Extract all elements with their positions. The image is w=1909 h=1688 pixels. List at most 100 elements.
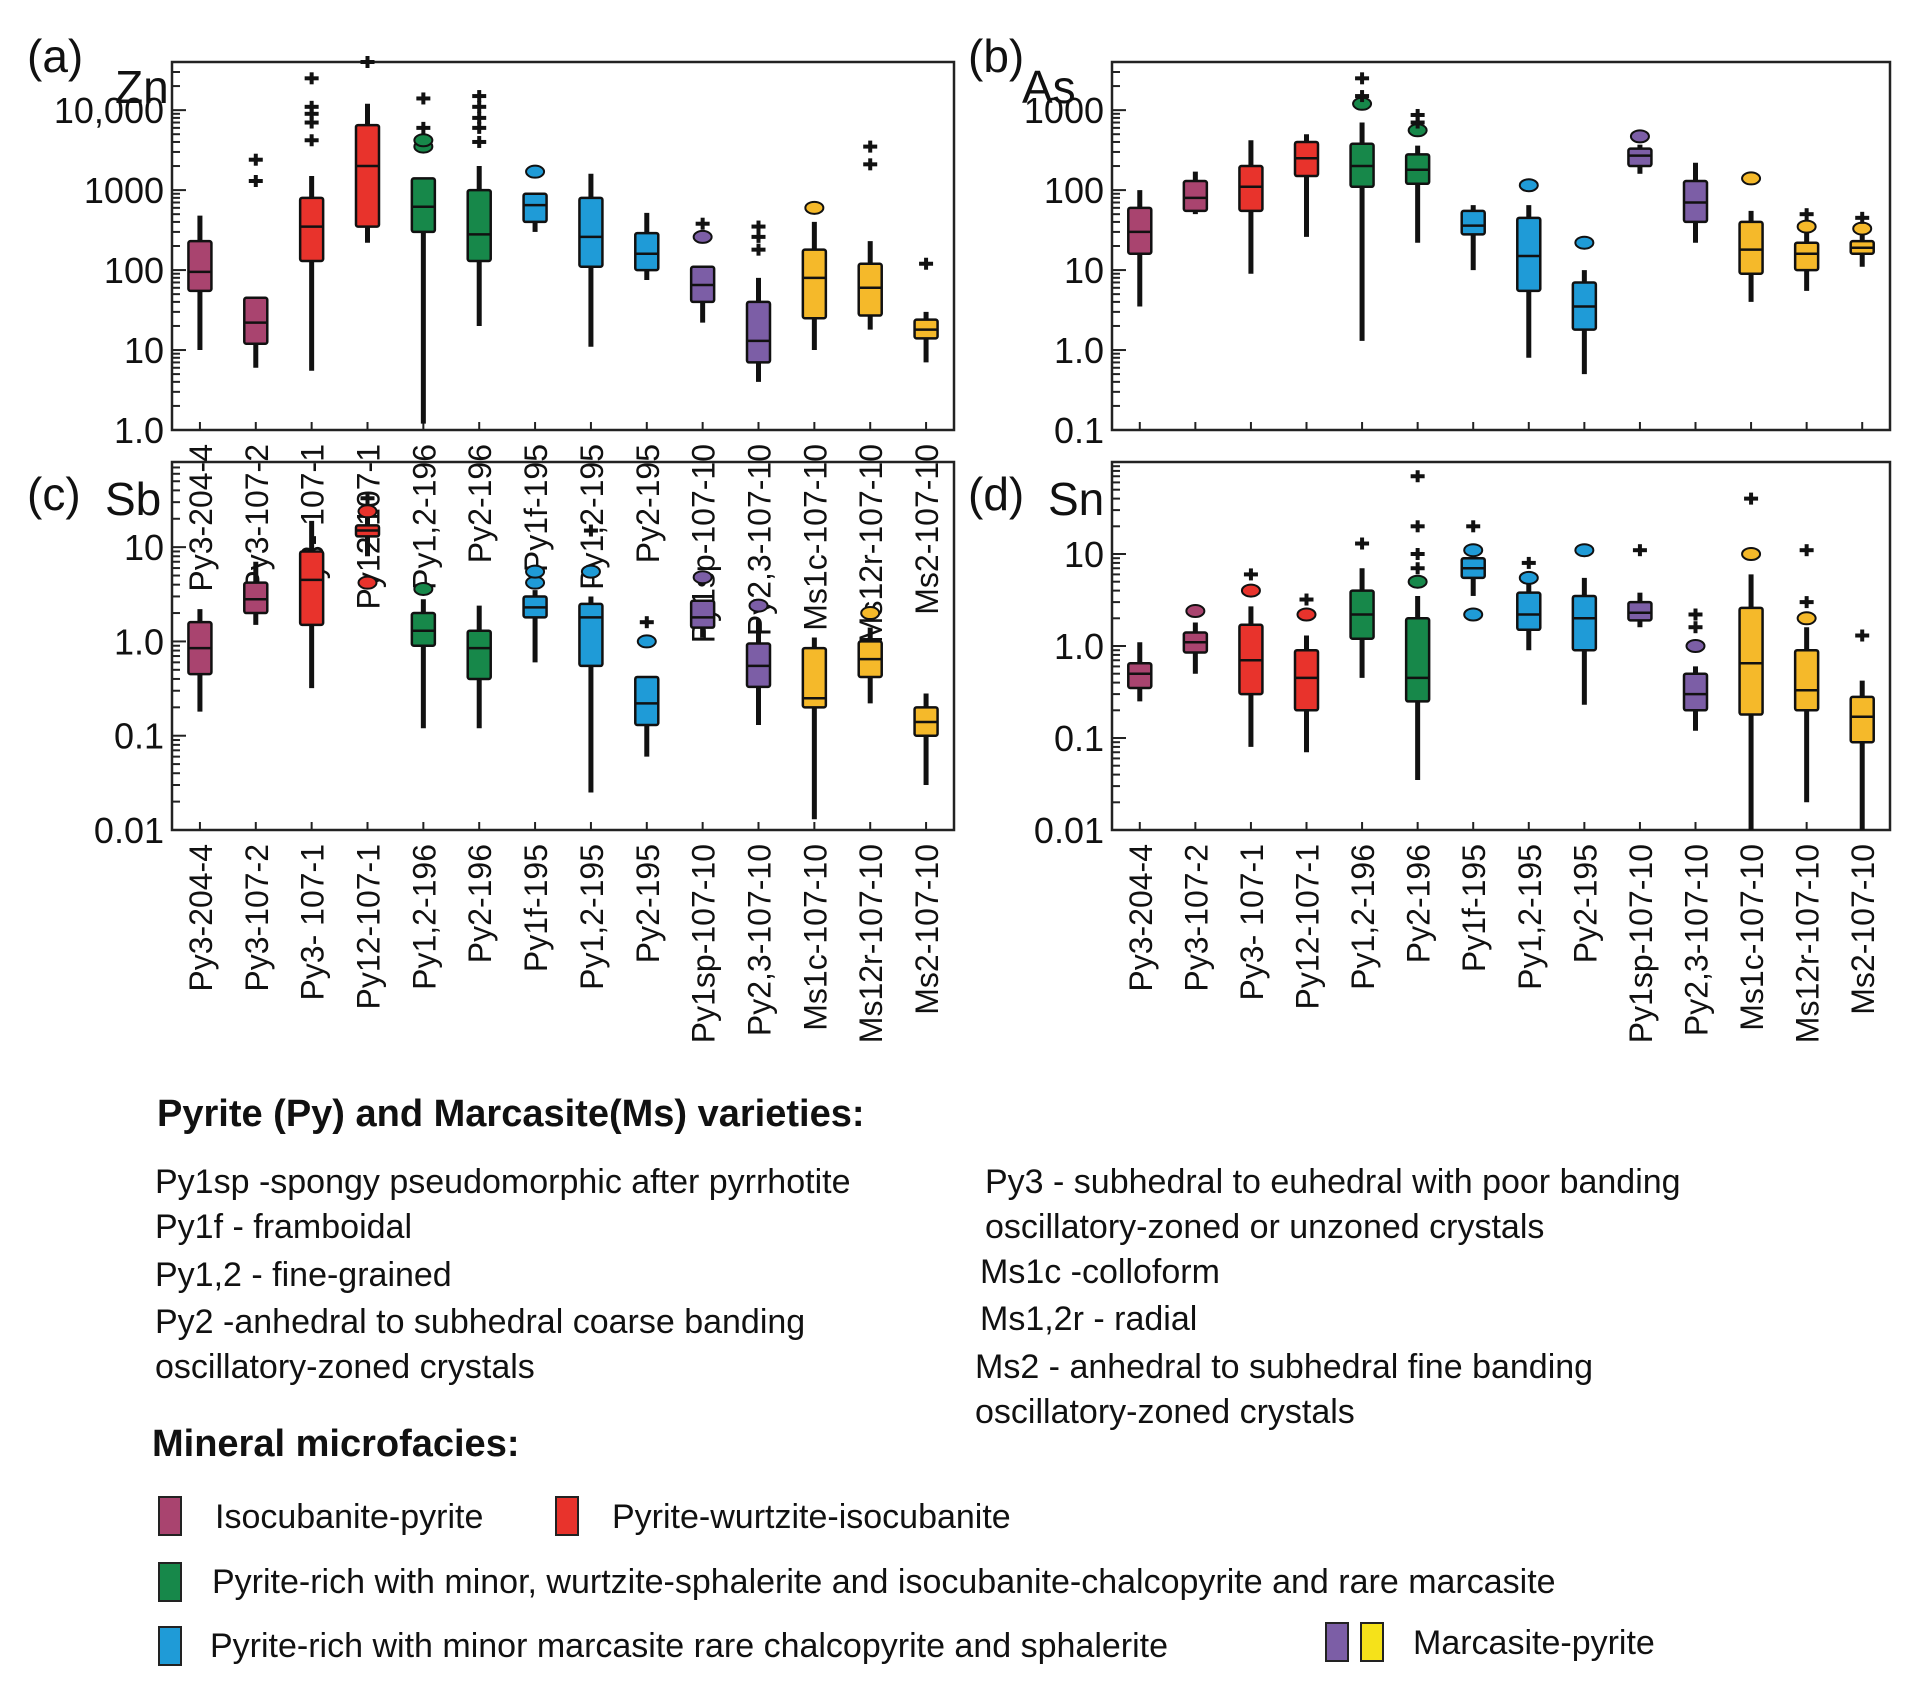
outlier-circle bbox=[1463, 543, 1484, 558]
outlier-plus bbox=[695, 217, 710, 230]
outlier-plus bbox=[248, 174, 263, 187]
variety-line: Py2 -anhedral to subhedral coarse bandin… bbox=[155, 1303, 806, 1341]
category-label: Ms2-107-10 bbox=[909, 444, 945, 615]
box-Py12-107-1 bbox=[354, 56, 381, 243]
element-label: As bbox=[1022, 61, 1076, 113]
element-label: Sn bbox=[1048, 473, 1104, 525]
outlier-plus bbox=[1688, 621, 1703, 634]
box-Py1,2-196 bbox=[1349, 72, 1375, 341]
iqr-box bbox=[298, 550, 325, 627]
outlier-circle bbox=[1741, 171, 1762, 186]
iqr-box bbox=[1627, 600, 1653, 622]
box-Py1,2-196 bbox=[410, 581, 437, 729]
category-label: Py1,2-196 bbox=[406, 844, 442, 990]
y-tick-label: 1.0 bbox=[1054, 330, 1104, 371]
outlier-plus bbox=[1744, 492, 1759, 505]
box-Py3- 107-1 bbox=[1238, 568, 1264, 747]
variety-line: Ms1,2r - radial bbox=[980, 1300, 1198, 1338]
panel-d: 0.01 0.1 1.0 10 (d) Sn Py3-204-4 Py3-107-2 Py3- … bbox=[968, 460, 1892, 1043]
box-Ms12r-107-10 bbox=[857, 606, 883, 704]
iqr-box bbox=[1793, 648, 1820, 712]
iqr-box bbox=[1738, 606, 1764, 716]
outlier-plus bbox=[639, 616, 654, 629]
outlier-plus bbox=[304, 72, 319, 85]
iqr-box bbox=[1460, 209, 1486, 236]
box-Ms2-107-10 bbox=[1849, 629, 1875, 830]
iqr-box bbox=[298, 196, 325, 263]
box-Ms12r-107-10 bbox=[1793, 208, 1820, 291]
box-Py2-195 bbox=[1571, 543, 1598, 705]
box-Py1,2-195 bbox=[1516, 178, 1542, 358]
plot-frame bbox=[170, 60, 956, 432]
category-label: Py3-107-2 bbox=[1178, 844, 1214, 992]
category-label: Py2-195 bbox=[630, 444, 666, 563]
box-Py3-107-2 bbox=[1182, 604, 1209, 674]
box-Py2,3-107-10 bbox=[1682, 162, 1709, 243]
outlier-plus bbox=[751, 230, 766, 243]
microfacies-label-isocubanite: Isocubanite-pyrite bbox=[215, 1498, 484, 1536]
outlier-circle bbox=[1574, 543, 1595, 558]
outlier-plus bbox=[304, 134, 319, 147]
outlier-plus bbox=[416, 92, 431, 105]
iqr-box bbox=[634, 231, 660, 272]
box-Ms2-107-10 bbox=[913, 257, 939, 363]
iqr-box bbox=[1127, 661, 1153, 690]
box-Py3-107-2 bbox=[1182, 171, 1209, 215]
box-Ms1c-107-10 bbox=[1738, 492, 1764, 830]
iqr-box bbox=[1682, 672, 1709, 712]
microfacies-label-pyrite-rich-green: Pyrite-rich with minor, wurtzite-sphaler… bbox=[212, 1563, 1556, 1601]
iqr-box bbox=[689, 599, 716, 629]
outlier-plus bbox=[1410, 108, 1425, 121]
category-label: Py1,2-195 bbox=[1512, 844, 1548, 990]
iqr-box bbox=[1571, 594, 1598, 652]
box-Py1,2-196 bbox=[410, 92, 437, 424]
variety-line: Ms1c -colloform bbox=[980, 1253, 1220, 1291]
outlier-plus bbox=[919, 257, 934, 270]
panel-label: (c) bbox=[27, 468, 81, 520]
y-tick-label: 10,000 bbox=[54, 90, 164, 131]
category-label: Py2,3-107-10 bbox=[1679, 844, 1715, 1036]
category-label: Py3- 107-1 bbox=[295, 844, 331, 1001]
category-label: Py2,3-107-10 bbox=[742, 844, 778, 1036]
outlier-circle bbox=[1796, 219, 1817, 234]
iqr-box bbox=[354, 123, 381, 228]
box-Py1,2-195 bbox=[1516, 556, 1542, 651]
microfacies-label-marcasite: Marcasite-pyrite bbox=[1413, 1624, 1655, 1662]
swatch-pyrite-rich-blue bbox=[158, 1626, 182, 1666]
box-Py3-204-4 bbox=[1127, 642, 1153, 702]
box-Py1,2-196 bbox=[1349, 537, 1375, 678]
box-Ms1c-107-10 bbox=[801, 637, 828, 820]
box-Py3-204-4 bbox=[1127, 190, 1153, 307]
category-label: Ms12r-107-10 bbox=[853, 844, 889, 1043]
category-label: Py1,2-196 bbox=[1345, 844, 1381, 990]
box-Py2-195 bbox=[634, 616, 660, 757]
outlier-plus bbox=[472, 111, 487, 124]
panel-b: 0.1 1.0 10 100 1000(b)As bbox=[968, 30, 1892, 451]
outlier-circle bbox=[1185, 604, 1206, 619]
category-label: Py2-195 bbox=[1567, 844, 1603, 963]
iqr-box bbox=[1404, 617, 1431, 703]
iqr-box bbox=[187, 239, 213, 293]
box-Py2,3-107-10 bbox=[1682, 608, 1709, 731]
outlier-plus bbox=[360, 492, 375, 505]
category-label: Ms12r-107-10 bbox=[1790, 844, 1826, 1043]
iqr-box bbox=[1738, 220, 1764, 275]
swatch-wurtzite bbox=[555, 1496, 579, 1536]
element-label: Zn bbox=[115, 61, 169, 113]
box-Ms12r-107-10 bbox=[1793, 544, 1820, 803]
panel-label: (d) bbox=[968, 468, 1024, 520]
box-Py1sp-107-10 bbox=[689, 217, 716, 323]
plot-frame bbox=[1110, 60, 1892, 432]
iqr-box bbox=[410, 177, 437, 234]
swatch-pyrite-rich-green bbox=[158, 1562, 182, 1602]
outlier-circle bbox=[413, 133, 434, 148]
category-label: Py1,2-196 bbox=[406, 444, 442, 590]
iqr-box bbox=[801, 646, 828, 709]
microfacies-label-wurtzite: Pyrite-wurtzite-isocubanite bbox=[612, 1498, 1011, 1536]
iqr-box bbox=[1238, 164, 1264, 213]
box-Py12-107-1 bbox=[354, 492, 381, 590]
category-label: Ms2-107-10 bbox=[909, 844, 945, 1015]
y-tick-label: 10 bbox=[1064, 534, 1104, 575]
outlier-plus bbox=[472, 135, 487, 148]
microfacies-title: Mineral microfacies: bbox=[152, 1423, 520, 1465]
